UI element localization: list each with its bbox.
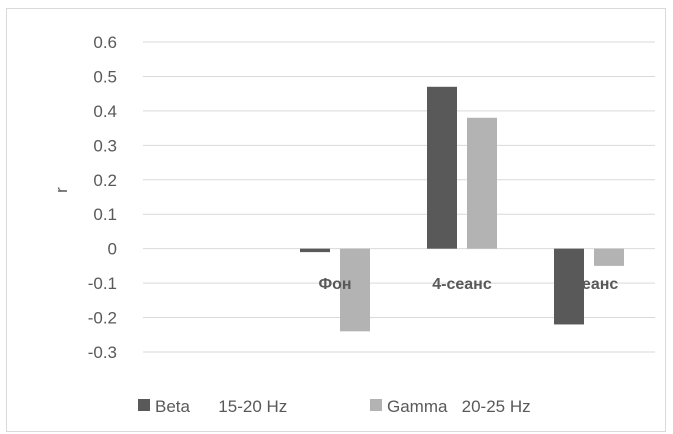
x-category-label: 7 сеанс bbox=[560, 276, 619, 293]
bar-beta-1 bbox=[427, 86, 457, 249]
x-axis-category-labels: Фон 4-сеанс 7 сеанс bbox=[318, 276, 618, 293]
chart-frame bbox=[6, 8, 666, 432]
y-axis-title: r bbox=[52, 187, 71, 193]
legend-label-beta: Beta 15-20 Hz bbox=[155, 397, 287, 416]
legend: Beta 15-20 Hz Gamma 20-25 Hz bbox=[138, 397, 531, 416]
y-tick-label: -0.3 bbox=[88, 343, 117, 362]
x-category-label: 4-сеанс bbox=[432, 276, 492, 293]
bar-gamma-2 bbox=[594, 248, 624, 266]
y-tick-label: 0.6 bbox=[93, 33, 117, 52]
y-tick-label: -0.1 bbox=[88, 274, 117, 293]
bar-gamma-1 bbox=[467, 117, 497, 249]
legend-swatch-beta bbox=[138, 399, 150, 411]
y-tick-label: 0.2 bbox=[93, 171, 117, 190]
y-tick-label: 0.4 bbox=[93, 102, 117, 121]
bars bbox=[300, 86, 624, 332]
y-axis-tick-labels: 0.6 0.5 0.4 0.3 0.2 0.1 0 -0.1 -0.2 -0.3 bbox=[88, 33, 117, 362]
y-tick-label: 0.5 bbox=[93, 67, 117, 86]
y-tick-label: 0.3 bbox=[93, 136, 117, 155]
y-tick-label: 0.1 bbox=[93, 205, 117, 224]
bar-beta-2 bbox=[554, 248, 584, 325]
legend-swatch-gamma bbox=[370, 399, 382, 411]
x-category-label: Фон bbox=[318, 276, 351, 293]
y-tick-label: 0 bbox=[108, 240, 117, 259]
y-tick-label: -0.2 bbox=[88, 309, 117, 328]
bar-beta-0 bbox=[300, 248, 330, 253]
legend-label-gamma: Gamma 20-25 Hz bbox=[387, 397, 531, 416]
bar-gamma-0 bbox=[340, 248, 370, 332]
